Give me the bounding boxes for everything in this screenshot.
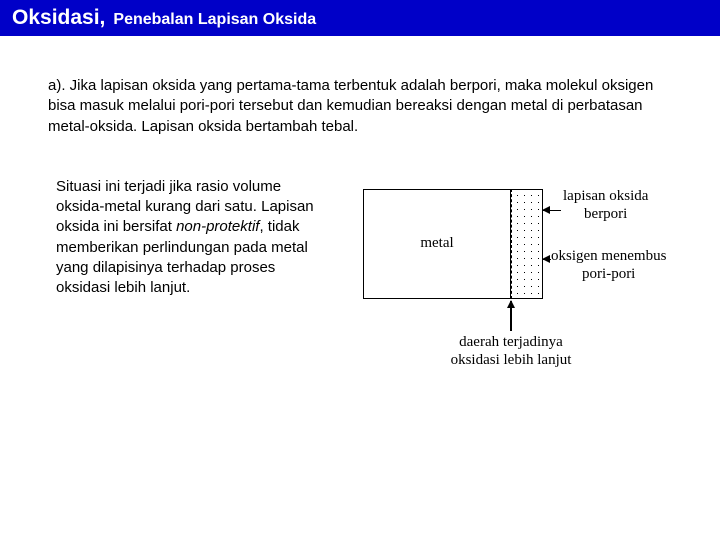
label-bottom-line1: daerah terjadinya (459, 334, 563, 350)
arrow-to-interface (510, 301, 512, 331)
label-oxide-layer: lapisan oksida berpori (563, 187, 648, 223)
title-sub: Penebalan Lapisan Oksida (113, 11, 316, 29)
oxidation-diagram: metal lapisan oksida berpori oksigen men… (351, 177, 691, 397)
diagram-column: metal lapisan oksida berpori oksigen men… (351, 177, 691, 397)
oxide-layer-box (511, 189, 543, 299)
left-column-text: Situasi ini terjadi jika rasio volume ok… (56, 177, 331, 397)
main-paragraph: a). Jika lapisan oksida yang pertama-tam… (0, 36, 720, 157)
label-mid-line2: pori-pori (582, 266, 635, 282)
label-bottom-line2: oksidasi lebih lanjut (451, 352, 572, 368)
arrow-to-oxide-top (543, 210, 561, 212)
label-top-line1: lapisan oksida (563, 188, 648, 204)
content-columns: Situasi ini terjadi jika rasio volume ok… (0, 157, 720, 397)
left-text-italic: non-protektif (176, 218, 259, 235)
title-main: Oksidasi, (12, 6, 105, 30)
label-oxidation-region: daerah terjadinya oksidasi lebih lanjut (426, 333, 596, 369)
arrow-to-oxide-mid (543, 259, 551, 261)
label-top-line2: berpori (584, 206, 627, 222)
metal-box: metal (363, 189, 511, 299)
label-oxygen-penetrate: oksigen menembus pori-pori (551, 247, 666, 283)
oxide-dots-pattern (512, 190, 542, 298)
title-bar: Oksidasi, Penebalan Lapisan Oksida (0, 0, 720, 36)
label-mid-line1: oksigen menembus (551, 248, 666, 264)
metal-label: metal (420, 235, 453, 252)
